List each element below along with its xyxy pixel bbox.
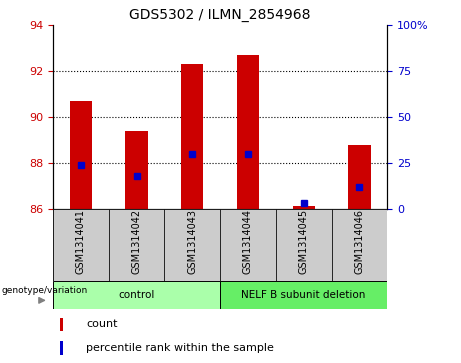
Text: GSM1314044: GSM1314044 — [243, 209, 253, 274]
Text: GSM1314046: GSM1314046 — [355, 209, 364, 274]
Text: count: count — [87, 319, 118, 330]
Bar — [293, 207, 315, 209]
Bar — [53, 209, 109, 281]
Text: NELF B subunit deletion: NELF B subunit deletion — [242, 290, 366, 300]
Bar — [53, 281, 220, 309]
Bar — [348, 144, 371, 209]
Bar — [181, 64, 203, 209]
Text: control: control — [118, 290, 155, 300]
Bar — [60, 318, 63, 331]
Text: GSM1314045: GSM1314045 — [299, 209, 309, 274]
Bar — [220, 209, 276, 281]
Text: genotype/variation: genotype/variation — [1, 286, 87, 295]
Text: percentile rank within the sample: percentile rank within the sample — [87, 343, 274, 352]
Text: GSM1314043: GSM1314043 — [187, 209, 197, 274]
Bar — [125, 131, 148, 209]
Bar — [165, 209, 220, 281]
Bar — [276, 209, 331, 281]
Bar — [109, 209, 165, 281]
Bar — [220, 281, 387, 309]
Text: GSM1314041: GSM1314041 — [76, 209, 86, 274]
Bar — [331, 209, 387, 281]
Title: GDS5302 / ILMN_2854968: GDS5302 / ILMN_2854968 — [130, 8, 311, 22]
Bar — [70, 101, 92, 209]
Bar — [60, 342, 63, 355]
Text: GSM1314042: GSM1314042 — [131, 209, 142, 274]
Bar — [237, 55, 259, 209]
